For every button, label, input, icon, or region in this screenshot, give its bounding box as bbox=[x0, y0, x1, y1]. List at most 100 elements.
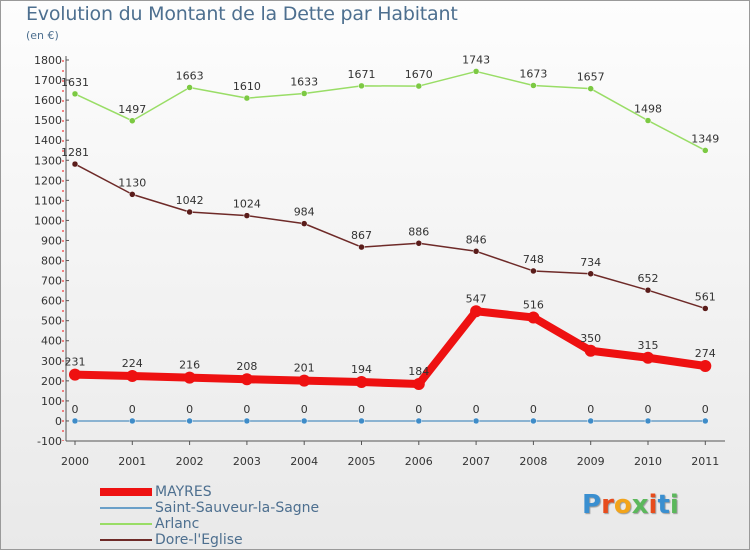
data-label-dore-l-eglise: 561 bbox=[695, 290, 716, 303]
data-point-arlanc bbox=[702, 147, 709, 154]
data-label-mayres: 547 bbox=[466, 292, 487, 305]
data-label-mayres: 216 bbox=[179, 359, 200, 372]
y-tick-label: 600 bbox=[41, 295, 62, 308]
y-tick-label: 400 bbox=[41, 335, 62, 348]
logo-letter: o bbox=[613, 490, 632, 520]
data-point-arlanc bbox=[71, 90, 79, 98]
data-label-saint-sauveur-la-sagne: 0 bbox=[129, 403, 136, 416]
data-label-mayres: 201 bbox=[294, 362, 315, 375]
x-tick-label: 2006 bbox=[405, 455, 433, 468]
y-tick-label: 700 bbox=[41, 275, 62, 288]
x-tick-label: 2001 bbox=[118, 455, 146, 468]
data-point-dore-l-eglise bbox=[129, 191, 136, 198]
data-label-arlanc: 1498 bbox=[634, 103, 662, 116]
data-label-mayres: 315 bbox=[638, 339, 659, 352]
data-point-mayres bbox=[527, 311, 540, 324]
series-line-mayres bbox=[71, 307, 710, 389]
y-tick-label: 800 bbox=[41, 255, 62, 268]
y-tick-label: 900 bbox=[41, 234, 62, 247]
data-point-mayres bbox=[412, 378, 425, 391]
logo-letter: r bbox=[601, 490, 614, 520]
x-tick-label: 2007 bbox=[462, 455, 490, 468]
data-point-mayres bbox=[355, 376, 368, 389]
data-label-dore-l-eglise: 748 bbox=[523, 253, 544, 266]
data-label-dore-l-eglise: 846 bbox=[466, 233, 487, 246]
data-label-dore-l-eglise: 1281 bbox=[61, 146, 89, 159]
data-label-dore-l-eglise: 984 bbox=[294, 206, 315, 219]
data-label-mayres: 194 bbox=[351, 363, 372, 376]
data-point-arlanc bbox=[644, 117, 652, 124]
series-line-dore-l-eglise bbox=[74, 163, 707, 310]
data-point-arlanc bbox=[358, 82, 365, 90]
data-label-arlanc: 1743 bbox=[462, 53, 490, 66]
data-point-saint-sauveur-la-sagne bbox=[587, 417, 594, 425]
data-label-arlanc: 1657 bbox=[577, 71, 605, 84]
y-tick-label: 100 bbox=[41, 395, 62, 408]
legend-label-arlanc: Arlanc bbox=[155, 516, 200, 532]
data-point-arlanc bbox=[415, 82, 423, 90]
data-point-saint-sauveur-la-sagne bbox=[530, 417, 537, 425]
data-label-dore-l-eglise: 886 bbox=[408, 225, 429, 238]
data-label-arlanc: 1663 bbox=[176, 69, 204, 82]
data-label-mayres: 208 bbox=[236, 360, 257, 373]
data-label-mayres: 350 bbox=[580, 332, 601, 345]
data-point-arlanc bbox=[300, 90, 308, 97]
x-tick-label: 2008 bbox=[519, 455, 547, 468]
data-point-mayres bbox=[699, 360, 712, 373]
x-tick-label: 2003 bbox=[233, 455, 261, 468]
data-point-mayres bbox=[584, 344, 597, 357]
data-point-mayres bbox=[642, 351, 654, 364]
data-label-dore-l-eglise: 1130 bbox=[118, 176, 146, 189]
data-point-mayres bbox=[126, 370, 139, 383]
logo-letter: x bbox=[631, 490, 649, 520]
data-point-saint-sauveur-la-sagne bbox=[129, 417, 136, 425]
data-label-saint-sauveur-la-sagne: 0 bbox=[702, 403, 709, 416]
series-line-arlanc bbox=[74, 70, 707, 152]
x-tick-label: 2002 bbox=[176, 455, 204, 468]
data-label-saint-sauveur-la-sagne: 0 bbox=[358, 403, 365, 416]
data-label-mayres: 224 bbox=[122, 357, 143, 370]
data-label-mayres: 516 bbox=[523, 298, 544, 311]
y-tick-label: 200 bbox=[41, 375, 62, 388]
logo-letter: i bbox=[648, 490, 658, 520]
y-tick-label: 1800 bbox=[34, 54, 62, 67]
data-point-saint-sauveur-la-sagne bbox=[702, 417, 709, 425]
y-tick-label: 1100 bbox=[34, 194, 62, 207]
y-tick-label: 1000 bbox=[34, 214, 62, 227]
data-point-dore-l-eglise bbox=[415, 240, 423, 247]
data-point-dore-l-eglise bbox=[587, 270, 594, 278]
x-tick-label: 2009 bbox=[577, 455, 605, 468]
logo-letter: t bbox=[657, 490, 670, 520]
data-point-dore-l-eglise bbox=[186, 208, 193, 216]
data-label-arlanc: 1610 bbox=[233, 80, 261, 93]
data-point-arlanc bbox=[530, 82, 537, 89]
data-point-dore-l-eglise bbox=[644, 286, 652, 294]
logo-letter: i bbox=[669, 490, 679, 520]
data-label-arlanc: 1671 bbox=[348, 68, 376, 81]
y-tick-label: -100 bbox=[37, 435, 62, 448]
data-point-saint-sauveur-la-sagne bbox=[243, 417, 251, 425]
data-point-dore-l-eglise bbox=[243, 212, 251, 219]
data-point-arlanc bbox=[587, 85, 594, 92]
legend-swatch-mayres bbox=[100, 488, 152, 496]
y-tick-label: 0 bbox=[55, 415, 62, 428]
data-point-arlanc bbox=[129, 117, 136, 125]
data-label-saint-sauveur-la-sagne: 0 bbox=[72, 403, 79, 416]
y-tick-label: 1300 bbox=[34, 154, 62, 167]
data-point-saint-sauveur-la-sagne bbox=[358, 417, 365, 425]
data-point-mayres bbox=[470, 305, 483, 318]
data-label-arlanc: 1497 bbox=[118, 103, 146, 116]
chart-title: Evolution du Montant de la Dette par Hab… bbox=[26, 3, 458, 25]
data-label-dore-l-eglise: 1042 bbox=[176, 194, 204, 207]
legend-swatch-arlanc bbox=[100, 523, 152, 525]
data-point-saint-sauveur-la-sagne bbox=[472, 417, 480, 425]
proxiti-logo: Proxiti bbox=[582, 490, 679, 520]
y-tick-label: 300 bbox=[41, 355, 62, 368]
x-tick-label: 2005 bbox=[348, 455, 376, 468]
chart-unit: (en €) bbox=[26, 29, 59, 42]
data-label-saint-sauveur-la-sagne: 0 bbox=[587, 403, 594, 416]
legend-swatch-saint-sauveur bbox=[100, 507, 152, 509]
data-point-saint-sauveur-la-sagne bbox=[71, 417, 79, 425]
data-point-saint-sauveur-la-sagne bbox=[415, 417, 423, 425]
logo-letter: P bbox=[582, 490, 602, 520]
